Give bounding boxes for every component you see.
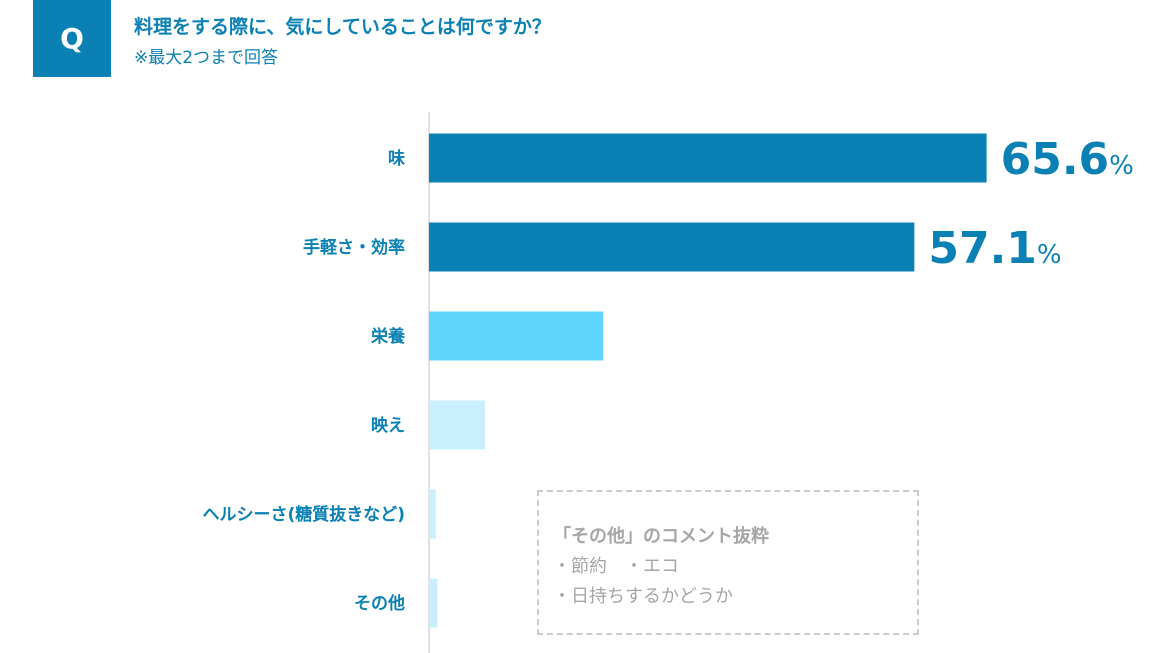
data-label: 65.6%: [1001, 134, 1134, 185]
category-label: その他: [354, 593, 405, 614]
other-comment-line: ・日持ちするかどうか: [553, 586, 733, 607]
category-label: 栄養: [370, 326, 405, 347]
question-note: ※最大2つまで回答: [134, 48, 279, 68]
category-label: 映え: [371, 415, 405, 436]
category-label: 味: [388, 148, 405, 169]
category-label: 手軽さ・効率: [303, 237, 405, 258]
other-comments-box: 「その他」のコメント抜粋 ・節約 ・エコ ・日持ちするかどうか: [537, 490, 919, 635]
bar: [429, 222, 915, 272]
question-badge: Q: [33, 0, 111, 77]
data-label: 57.1%: [928, 223, 1061, 274]
bar: [429, 578, 438, 628]
question-title: 料理をする際に、気にしていることは何ですか？: [134, 16, 551, 38]
other-comment-line: ・節約 ・エコ: [553, 556, 679, 577]
bar: [429, 311, 604, 361]
bar: [429, 489, 436, 539]
category-label: ヘルシーさ(糖質抜きなど): [202, 504, 405, 525]
bar: [429, 400, 486, 450]
other-comments-title: 「その他」のコメント抜粋: [553, 526, 769, 547]
bar: [429, 133, 987, 183]
